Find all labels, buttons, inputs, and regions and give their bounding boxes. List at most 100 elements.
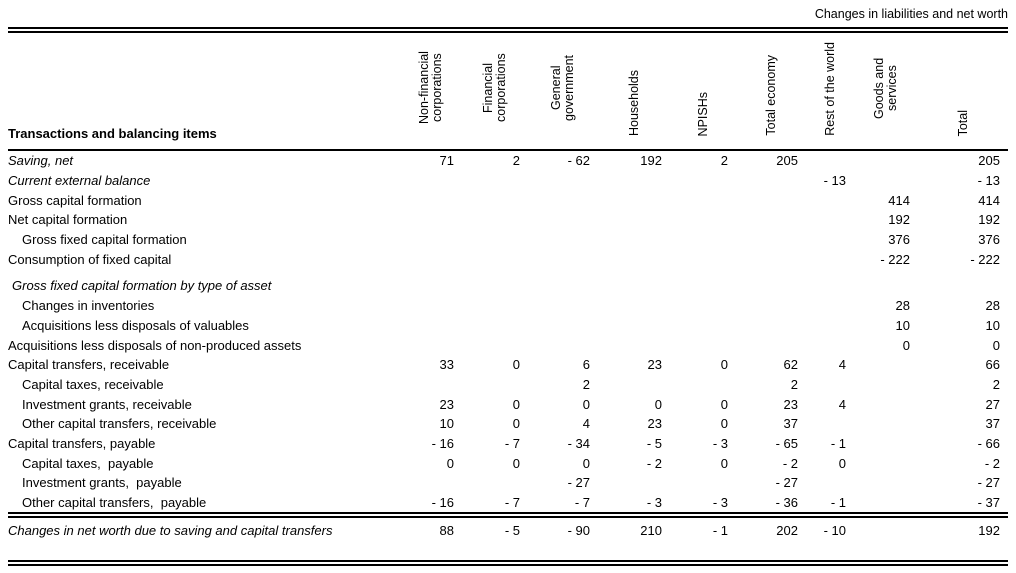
table-row: Gross fixed capital formation 376 376 <box>8 230 1008 250</box>
table-row: Gross fixed capital formation by type of… <box>8 269 1008 296</box>
cell-value <box>598 335 670 355</box>
cell-value: 4 <box>838 357 846 373</box>
table-row: Acquisitions less disposals of valuables… <box>8 316 1008 336</box>
cell-value <box>806 249 854 269</box>
cell-value <box>462 249 528 269</box>
column-header-label: Non-financial corporations <box>417 51 444 125</box>
cell-value: 23 <box>647 357 662 373</box>
bottom-rule <box>8 560 1008 567</box>
cell-value <box>806 230 854 250</box>
cell-value: 2 <box>512 153 520 169</box>
cell-value <box>854 355 918 375</box>
cell-value: 2 <box>790 376 798 392</box>
cell-value <box>462 269 528 296</box>
table-row: Consumption of fixed capital - 222 - 222 <box>8 249 1008 269</box>
cell-value: 376 <box>978 232 1000 248</box>
cell-value: 10 <box>985 317 1000 333</box>
cell-value: 192 <box>888 212 910 228</box>
cell-value: 0 <box>512 396 520 412</box>
table-row: Changes in inventories 28 28 <box>8 296 1008 316</box>
cell-value <box>598 269 670 296</box>
cell-value <box>598 296 670 316</box>
cell-value <box>806 414 854 434</box>
row-label: Other capital transfers, receivable <box>22 416 217 432</box>
row-label: Current external balance <box>8 173 151 189</box>
cell-value <box>528 249 598 269</box>
cell-value: - 3 <box>712 495 728 511</box>
cell-value <box>854 473 918 493</box>
row-label: Changes in net worth due to saving and c… <box>8 512 400 543</box>
cell-value: 0 <box>446 455 454 471</box>
table-row: Current external balance - 13 - 13 <box>8 171 1008 191</box>
cell-value: - 3 <box>646 495 662 511</box>
cell-value <box>918 269 1008 296</box>
cell-value: - 2 <box>646 455 662 471</box>
cell-value <box>806 473 854 493</box>
cell-value <box>670 375 736 395</box>
cell-value: 414 <box>978 192 1000 208</box>
cell-value <box>400 210 462 230</box>
row-label: Capital taxes, receivable <box>22 376 164 392</box>
cell-value <box>736 171 806 191</box>
cell-value: 192 <box>640 153 662 169</box>
column-header-general-government: General government <box>528 33 598 151</box>
cell-value <box>806 335 854 355</box>
cell-value <box>400 269 462 296</box>
cell-value <box>854 512 918 543</box>
cell-value: - 16 <box>431 435 454 451</box>
cell-value: - 27 <box>775 475 798 491</box>
cell-value: 0 <box>582 396 590 412</box>
cell-value: 37 <box>985 416 1000 432</box>
cell-value: 88 <box>400 512 462 543</box>
cell-value: 0 <box>720 357 728 373</box>
cell-value: 2 <box>582 376 590 392</box>
row-label: Gross capital formation <box>8 192 142 208</box>
cell-value: 0 <box>582 455 590 471</box>
cell-value <box>528 316 598 336</box>
cell-value: - 62 <box>567 153 590 169</box>
cell-value <box>400 249 462 269</box>
table-row: Other capital transfers, receivable 10 0… <box>8 414 1008 434</box>
cell-value <box>854 394 918 414</box>
cell-value: - 36 <box>775 495 798 511</box>
cell-value <box>400 316 462 336</box>
cell-value <box>400 171 462 191</box>
cell-value: 376 <box>888 232 910 248</box>
cell-value <box>400 190 462 210</box>
cell-value <box>854 434 918 454</box>
column-header-label: Rest of the world <box>822 42 837 136</box>
cell-value: 205 <box>978 153 1000 169</box>
column-header-goods-and-services: Goods and services <box>854 33 918 151</box>
cell-value <box>462 171 528 191</box>
cell-value: 192 <box>978 212 1000 228</box>
cell-value <box>462 316 528 336</box>
cell-value: 0 <box>512 416 520 432</box>
cell-value <box>736 210 806 230</box>
column-header-label: NPISHs <box>695 91 710 136</box>
column-header-label: Total economy <box>763 55 778 136</box>
cell-value <box>528 296 598 316</box>
column-header-label: Total <box>955 109 970 136</box>
header-row: Transactions and balancing items Non-fin… <box>8 33 1008 151</box>
table-row: Capital taxes, payable 0 0 0 - 2 0 - 2 0… <box>8 453 1008 473</box>
cell-value <box>598 316 670 336</box>
page-title: Changes in liabilities and net worth <box>814 7 1008 21</box>
cell-value: 0 <box>838 455 846 471</box>
cell-value <box>528 230 598 250</box>
table-row: Gross capital formation 414 414 <box>8 190 1008 210</box>
cell-value: - 5 <box>462 512 528 543</box>
cell-value: - 90 <box>528 512 598 543</box>
cell-value <box>854 375 918 395</box>
cell-value <box>598 375 670 395</box>
cell-value <box>670 316 736 336</box>
cell-value <box>854 150 918 171</box>
cell-value <box>598 230 670 250</box>
row-label: Other capital transfers, payable <box>22 495 207 511</box>
cell-value <box>736 335 806 355</box>
cell-value <box>528 171 598 191</box>
cell-value: - 10 <box>806 512 854 543</box>
cell-value: 210 <box>598 512 670 543</box>
cell-value: - 2 <box>782 455 798 471</box>
cell-value <box>736 190 806 210</box>
